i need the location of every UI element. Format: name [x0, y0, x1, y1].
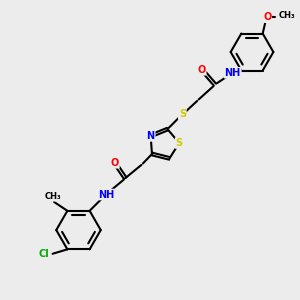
Text: Cl: Cl	[39, 249, 50, 259]
Text: NH: NH	[225, 68, 241, 78]
Text: NH: NH	[98, 190, 114, 200]
Text: O: O	[197, 65, 206, 75]
Text: O: O	[263, 12, 271, 22]
Text: CH₃: CH₃	[44, 192, 61, 201]
Text: O: O	[111, 158, 119, 168]
Text: S: S	[176, 138, 183, 148]
Text: CH₃: CH₃	[278, 11, 295, 20]
Text: N: N	[147, 131, 155, 141]
Text: S: S	[179, 109, 186, 119]
